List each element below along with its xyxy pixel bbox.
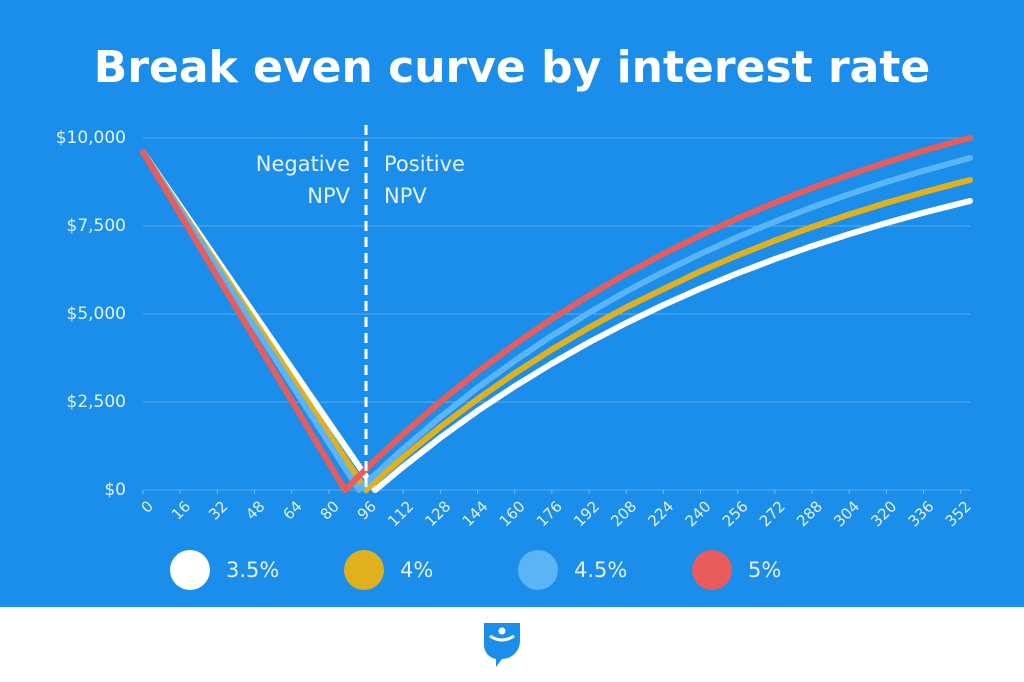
legend-swatch: [170, 550, 210, 590]
y-tick-label: $5,000: [67, 304, 126, 324]
series-line: [140, 149, 973, 493]
annotation: Negative: [256, 152, 350, 176]
legend-swatch: [344, 550, 384, 590]
annotation: NPV: [307, 184, 350, 208]
annotation: NPV: [384, 184, 427, 208]
series-line: [140, 149, 973, 493]
legend-label: 5%: [748, 558, 781, 582]
legend-swatch: [692, 550, 732, 590]
chart-title: Break even curve by interest rate: [94, 42, 930, 93]
legend-label: 4%: [400, 558, 433, 582]
annotation: Positive: [384, 152, 465, 176]
y-tick-label: $10,000: [56, 128, 126, 148]
y-tick-label: $2,500: [67, 392, 126, 412]
legend-label: 3.5%: [226, 558, 279, 582]
y-tick-label: $0: [104, 480, 126, 500]
legend-swatch: [518, 550, 558, 590]
legend-label: 4.5%: [574, 558, 627, 582]
y-tick-label: $7,500: [67, 216, 126, 236]
logo: [483, 623, 520, 667]
series-line: [140, 149, 973, 493]
background: [0, 0, 1024, 607]
series-line: [140, 135, 973, 493]
